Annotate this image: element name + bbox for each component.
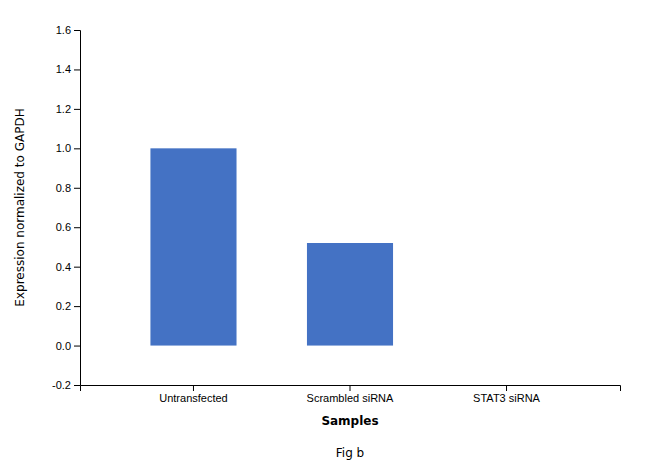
x-tick-label: STAT3 siRNA: [473, 392, 540, 404]
y-tick: 0.8: [56, 182, 80, 194]
y-tick-label: 0.2: [56, 300, 71, 312]
y-tick-label: 0.6: [56, 221, 71, 233]
y-tick: -0.2: [52, 379, 80, 391]
y-tick-label: 1.4: [56, 63, 71, 75]
x-axis: Untransfected Scrambled siRNA STAT3 siRNA: [81, 385, 621, 404]
y-tick-mark: [74, 267, 80, 268]
y-axis-title: Expression normalized to GAPDH: [13, 108, 27, 306]
y-tick-label: 1.6: [56, 24, 71, 36]
x-tick: Scrambled siRNA: [307, 385, 394, 404]
y-tick: 1.4: [56, 63, 80, 75]
y-tick: 0.4: [56, 261, 80, 273]
x-axis-line: [81, 386, 621, 392]
bars: [150, 148, 393, 345]
x-tick: Untransfected: [159, 385, 227, 404]
y-tick-mark: [74, 227, 80, 228]
y-tick-mark: [74, 30, 80, 31]
y-tick: 0.2: [56, 300, 80, 312]
plot-area: Untransfected Scrambled siRNA STAT3 siRNA -…: [52, 24, 620, 404]
chart-svg: Untransfected Scrambled siRNA STAT3 siRNA -…: [0, 0, 650, 475]
y-tick-mark: [74, 69, 80, 70]
bar: [463, 345, 549, 346]
x-tick-label: Scrambled siRNA: [307, 392, 394, 404]
y-tick-label: 1.0: [56, 142, 71, 154]
x-tick-mark: [350, 385, 351, 391]
y-tick: 1.0: [56, 142, 80, 154]
y-tick-label: 0.4: [56, 261, 71, 273]
y-tick-mark: [74, 385, 80, 386]
y-tick: 0.0: [56, 340, 80, 352]
y-tick-label: 0.8: [56, 182, 71, 194]
y-tick: 1.6: [56, 24, 80, 36]
annotation: Fig b: [336, 446, 364, 460]
y-tick-label: 0.0: [56, 340, 71, 352]
y-tick: 1.2: [56, 103, 80, 115]
x-tick: STAT3 siRNA: [473, 385, 540, 404]
y-tick-label: -0.2: [52, 379, 71, 391]
y-axis-line: [74, 31, 81, 386]
y-tick-mark: [74, 109, 80, 110]
x-axis-title: Samples: [321, 414, 378, 428]
y-tick-mark: [74, 148, 80, 149]
y-axis: -0.2 0.0 0.2 0.4 0.6 0.8 1.0 1.2 1.4 1.6: [52, 24, 80, 391]
y-tick-mark: [74, 346, 80, 347]
y-tick-mark: [74, 188, 80, 189]
bar: [150, 148, 236, 345]
bar: [307, 243, 393, 346]
y-tick-mark: [74, 306, 80, 307]
y-tick-label: 1.2: [56, 103, 71, 115]
x-tick-mark: [506, 385, 507, 391]
x-tick-mark: [193, 385, 194, 391]
y-tick: 0.6: [56, 221, 80, 233]
x-tick-label: Untransfected: [159, 392, 227, 404]
